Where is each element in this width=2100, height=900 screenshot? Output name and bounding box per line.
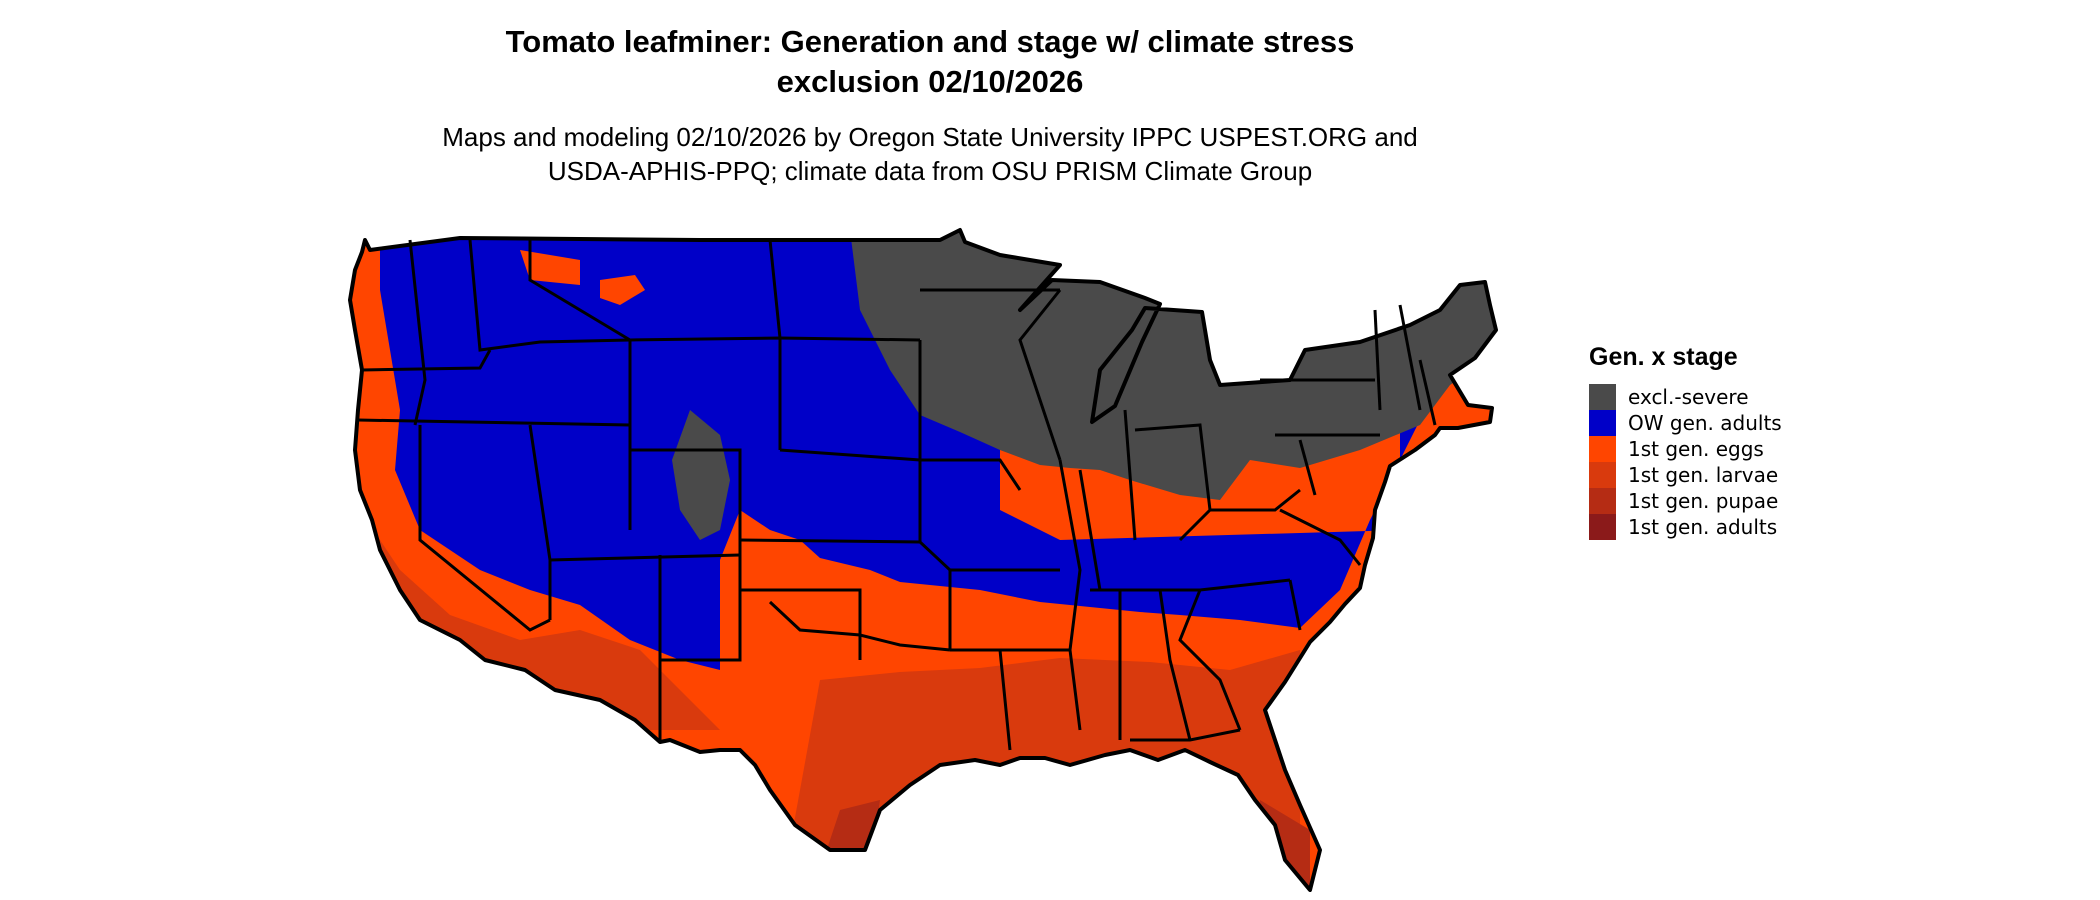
state-line xyxy=(1058,459,1082,651)
legend-item: 1st gen. larvae xyxy=(1589,462,1782,488)
state-line xyxy=(357,418,631,427)
state-line xyxy=(418,425,551,632)
state-line xyxy=(1210,488,1301,512)
state-line xyxy=(1298,439,1317,496)
state-line xyxy=(779,448,921,462)
legend-swatch xyxy=(1589,462,1616,488)
state-line xyxy=(1123,409,1137,541)
region-1st-gen-larvae-southwest xyxy=(360,510,720,730)
legend-swatch xyxy=(1589,488,1616,514)
state-line xyxy=(918,340,952,650)
legend-item: excl.-severe xyxy=(1589,384,1782,410)
legend-swatch xyxy=(1589,410,1616,436)
legend-swatch xyxy=(1589,384,1616,410)
us-map xyxy=(348,228,1498,892)
legend-item: OW gen. adults xyxy=(1589,410,1782,436)
map-subtitle-line-2: USDA-APHIS-PPQ; climate data from OSU PR… xyxy=(547,156,1313,186)
legend-items: excl.-severe OW gen. adults 1st gen. eggs 1… xyxy=(1589,384,1782,540)
legend-label: OW gen. adults xyxy=(1628,411,1782,435)
legend: Gen. x stage excl.-severe OW gen. adults 1… xyxy=(1589,342,1782,540)
state-line xyxy=(779,336,921,342)
map-title: Tomato leafminer: Generation and stage w… xyxy=(0,22,1860,102)
state-line xyxy=(1398,304,1422,411)
state-line xyxy=(468,239,631,352)
legend-label: excl.-severe xyxy=(1628,385,1749,409)
map-title-line-2: exclusion 02/10/2026 xyxy=(776,64,1084,99)
state-line xyxy=(920,458,1022,491)
map-subtitle-line-1: Maps and modeling 02/10/2026 by Oregon S… xyxy=(442,122,1418,152)
state-line xyxy=(1018,289,1062,461)
state-line xyxy=(549,553,741,562)
state-borders xyxy=(357,239,1437,751)
state-line xyxy=(1134,423,1212,542)
legend-swatch xyxy=(1589,436,1616,462)
state-line xyxy=(630,448,742,540)
legend-title: Gen. x stage xyxy=(1589,343,1738,371)
state-line xyxy=(1178,589,1242,731)
state-line xyxy=(1279,508,1362,566)
stage-regions xyxy=(350,230,1496,890)
legend-swatch xyxy=(1589,514,1616,540)
state-line xyxy=(361,349,492,372)
state-line xyxy=(528,240,631,342)
state-line xyxy=(768,239,782,339)
state-line xyxy=(1158,589,1192,741)
legend-label: 1st gen. pupae xyxy=(1628,489,1779,513)
region-1st-gen-eggs-idaho-patch xyxy=(600,275,645,305)
state-line xyxy=(1130,728,1241,742)
state-line xyxy=(740,588,862,660)
region-1st-gen-eggs-wyoming-patch xyxy=(520,250,580,285)
legend-item: 1st gen. pupae xyxy=(1589,488,1782,514)
region-excl-severe-colorado xyxy=(672,410,730,540)
map-subtitle: Maps and modeling 02/10/2026 by Oregon S… xyxy=(0,120,1860,188)
legend-item: 1st gen. eggs xyxy=(1589,436,1782,462)
state-line xyxy=(1418,359,1437,426)
state-line xyxy=(768,600,951,652)
state-line xyxy=(739,538,921,544)
legend-label: 1st gen. eggs xyxy=(1628,437,1764,461)
state-line xyxy=(1373,309,1382,411)
map-title-line-1: Tomato leafminer: Generation and stage w… xyxy=(505,24,1355,59)
legend-label: 1st gen. larvae xyxy=(1628,463,1779,487)
state-line xyxy=(408,239,427,426)
legend-label: 1st gen. adults xyxy=(1628,515,1778,539)
state-line xyxy=(1078,469,1102,591)
state-line xyxy=(1288,579,1302,631)
state-line xyxy=(660,540,742,662)
legend-item: 1st gen. adults xyxy=(1589,514,1782,540)
